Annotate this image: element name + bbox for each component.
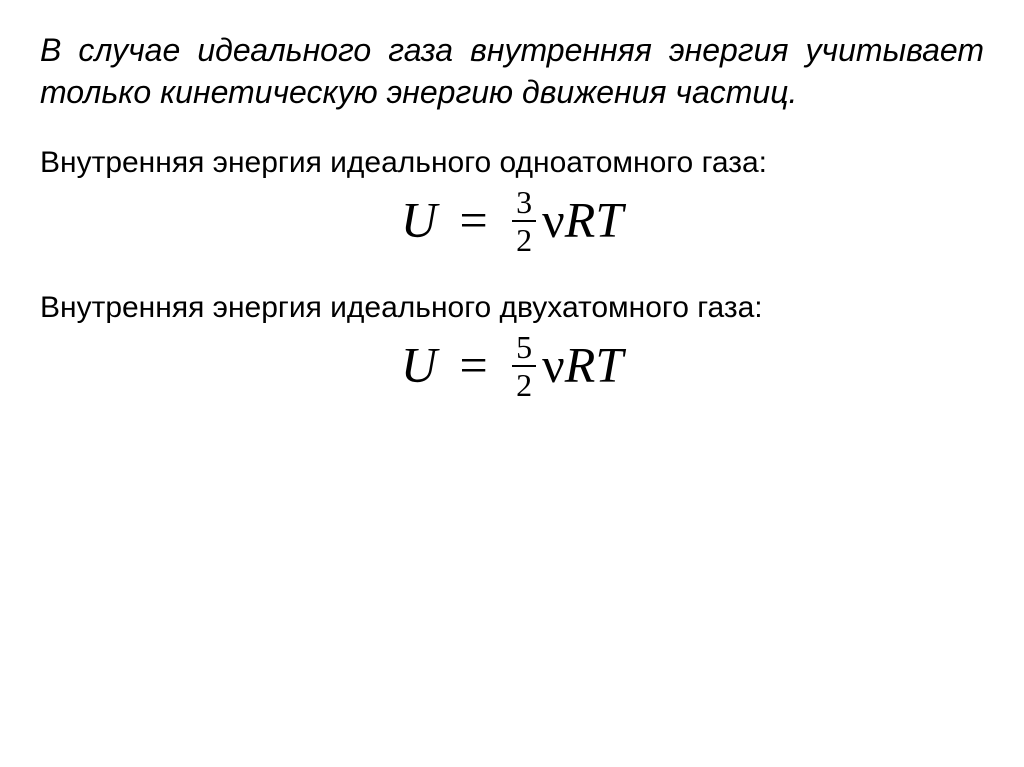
- formula-1-fraction: 3 2: [512, 186, 536, 256]
- intro-paragraph: В случае идеального газа внутренняя энер…: [40, 30, 984, 113]
- formula-2-equals: =: [459, 337, 487, 393]
- formula-2-denominator: 2: [512, 367, 536, 401]
- formula-1: U = 3 2 νRT: [40, 190, 984, 260]
- formula-1-equals: =: [459, 192, 487, 248]
- slide-content: В случае идеального газа внутренняя энер…: [0, 0, 1024, 453]
- formula-2-numerator: 5: [512, 331, 536, 367]
- formula-1-R: R: [565, 192, 596, 248]
- formula-1-lhs: U: [401, 192, 437, 248]
- formula-2: U = 5 2 νRT: [40, 335, 984, 405]
- section-2-label: Внутренняя энергия идеального двухатомно…: [40, 288, 984, 327]
- formula-1-T: T: [595, 192, 623, 248]
- formula-2-T: T: [595, 337, 623, 393]
- formula-1-numerator: 3: [512, 186, 536, 222]
- formula-2-fraction: 5 2: [512, 331, 536, 401]
- formula-2-R: R: [565, 337, 596, 393]
- section-1-label: Внутренняя энергия идеального одноатомно…: [40, 143, 984, 182]
- formula-1-nu: ν: [542, 192, 565, 248]
- formula-2-nu: ν: [542, 337, 565, 393]
- formula-1-denominator: 2: [512, 222, 536, 256]
- formula-2-lhs: U: [401, 337, 437, 393]
